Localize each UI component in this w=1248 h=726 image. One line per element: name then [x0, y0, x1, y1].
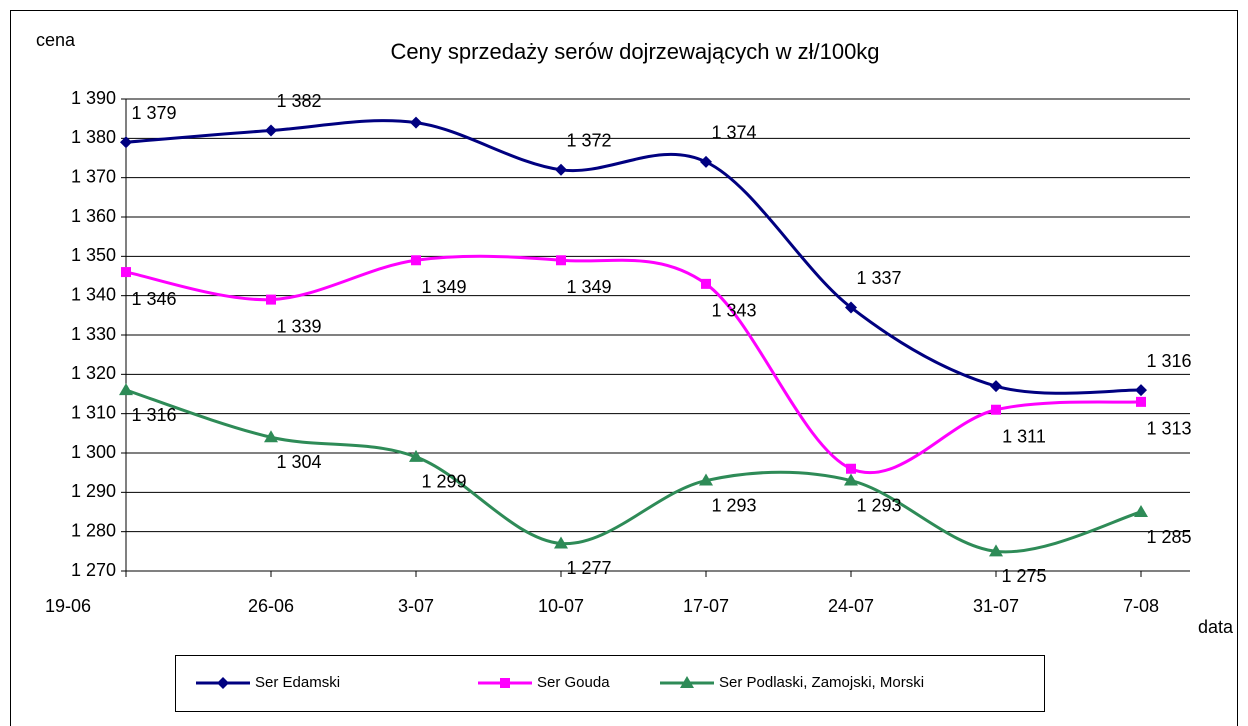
y-tick-label: 1 270: [71, 560, 116, 580]
y-tick-label: 1 340: [71, 284, 116, 304]
x-tick-label: 10-07: [538, 596, 584, 616]
data-label: 1 349: [566, 277, 611, 297]
point: [266, 294, 276, 305]
data-label: 1 275: [1001, 566, 1046, 586]
chart-title: Ceny sprzedaży serów dojrzewających w zł…: [390, 39, 879, 64]
legend-label: Ser Podlaski, Zamojski, Morski: [719, 674, 924, 691]
data-label: 1 374: [711, 123, 756, 143]
data-label: 1 285: [1146, 527, 1191, 547]
data-label: 1 349: [421, 277, 466, 297]
point: [1134, 505, 1148, 517]
line: [125, 119, 1142, 395]
legend-label: Ser Gouda: [537, 674, 610, 691]
data-label: 1 337: [856, 268, 901, 288]
point: [555, 163, 567, 176]
y-tick-label: 1 390: [71, 88, 116, 108]
point: [411, 255, 421, 266]
point: [700, 155, 712, 168]
y-tick-label: 1 370: [71, 166, 116, 186]
point: [556, 255, 566, 266]
legend-label: Ser Edamski: [255, 674, 340, 691]
point: [409, 449, 423, 462]
legend: [175, 655, 1045, 712]
data-label: 1 293: [711, 495, 756, 515]
x-tick-label: 3-07: [398, 596, 434, 616]
line: [125, 388, 1142, 554]
y-tick-label: 1 320: [71, 363, 116, 383]
point: [264, 430, 278, 443]
y-tick-label: 1 280: [71, 520, 116, 540]
x-tick-label: 24-07: [828, 596, 874, 616]
point: [1135, 384, 1147, 397]
data-label: 1 316: [131, 405, 176, 425]
y-tick-label: 1 330: [71, 324, 116, 344]
point: [554, 536, 568, 549]
point: [701, 278, 711, 289]
data-label: 1 299: [421, 472, 466, 492]
point: [990, 380, 1002, 393]
data-label: 1 313: [1146, 419, 1191, 439]
data-label: 1 311: [1002, 426, 1046, 446]
y-tick-label: 1 350: [71, 245, 116, 265]
point: [121, 267, 131, 278]
y-tick-label: 1 360: [71, 206, 116, 226]
line: [125, 254, 1142, 475]
legend-marker: [500, 678, 510, 688]
data-label: 1 343: [711, 301, 756, 321]
chart-border: [10, 10, 1238, 726]
x-tick-label: 17-07: [683, 596, 729, 616]
point: [699, 473, 713, 486]
point: [845, 301, 857, 314]
data-label: 1 382: [276, 91, 321, 111]
point: [844, 473, 858, 486]
point: [410, 116, 422, 129]
x-axis-label: data: [1198, 617, 1234, 637]
point: [989, 544, 1003, 557]
y-tick-label: 1 380: [71, 127, 116, 147]
point: [265, 124, 277, 137]
data-label: 1 372: [566, 131, 611, 151]
point: [119, 383, 133, 396]
y-tick-label: 1 300: [71, 442, 116, 462]
data-label: 1 339: [276, 316, 321, 336]
x-tick-label: 19-06: [45, 596, 91, 616]
x-tick-label: 26-06: [248, 596, 294, 616]
data-label: 1 304: [276, 452, 321, 472]
y-axis-label: cena: [36, 30, 76, 50]
x-tick-label: 7-08: [1123, 596, 1159, 616]
point: [120, 136, 132, 149]
data-label: 1 277: [566, 558, 611, 578]
y-tick-label: 1 290: [71, 481, 116, 501]
point: [991, 404, 1001, 415]
x-tick-label: 31-07: [973, 596, 1019, 616]
data-label: 1 379: [131, 103, 176, 123]
point: [846, 463, 856, 474]
y-tick-label: 1 310: [71, 402, 116, 422]
legend-marker: [680, 676, 694, 688]
legend-marker: [217, 677, 229, 689]
data-label: 1 293: [856, 495, 901, 515]
point: [1136, 396, 1146, 407]
data-label: 1 346: [131, 289, 176, 309]
data-label: 1 316: [1146, 351, 1191, 371]
